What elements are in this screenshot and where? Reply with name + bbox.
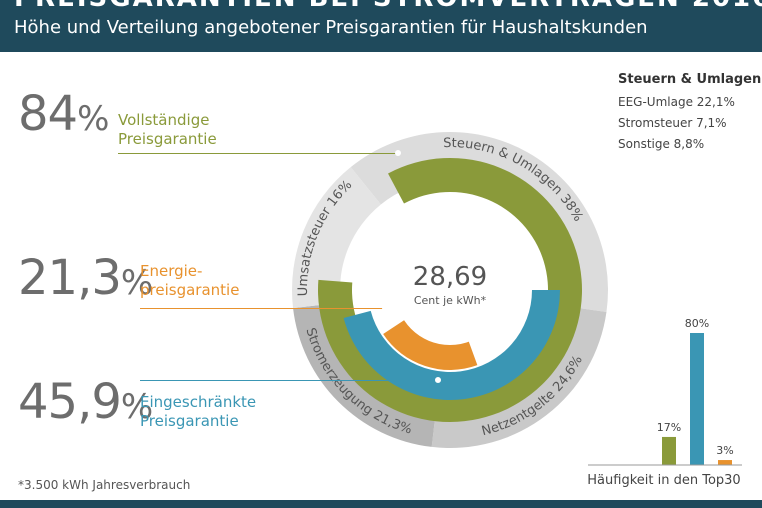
stat-energy-leader-line [140, 308, 385, 309]
donut-center-hub [395, 235, 505, 345]
taxes-title: Steuern & Umlagen [618, 72, 762, 87]
header-banner: PREISGARANTIEN BEI STROMVERTRÄGEN 2016 H… [0, 0, 762, 52]
bar-restricted [690, 333, 704, 465]
donut-rings: 28,69 Cent je kWh* [292, 132, 608, 448]
page-title: PREISGARANTIEN BEI STROMVERTRÄGEN 2016 [14, 0, 762, 13]
stat-restricted-value: 45,9% [18, 374, 153, 430]
top30-bar-chart: 17% 80% 3% Häufigkeit in den Top30 [587, 317, 742, 488]
footer-bar [0, 500, 762, 508]
stat-full-leader-dot [395, 150, 401, 156]
bar-chart-title: Häufigkeit in den Top30 [587, 473, 740, 488]
bar-value-full: 17% [657, 421, 681, 434]
footnote: *3.500 kWh Jahresverbrauch [18, 478, 191, 492]
pie-slice-umsatzsteuer [292, 167, 381, 309]
stat-energy-percent: % [120, 263, 154, 303]
page-subtitle: Höhe und Verteilung angebotener Preisgar… [14, 17, 648, 38]
taxes-item-sonstige: Sonstige 8,8% [618, 137, 705, 151]
bar-energy [718, 460, 732, 465]
center-price-unit: Cent je kWh* [414, 294, 487, 307]
stat-full-value: 84% [18, 86, 109, 142]
stat-energy-value: 21,3% [18, 250, 153, 306]
stat-restricted-number: 45,9 [18, 374, 122, 430]
stat-full-leader-line [118, 153, 398, 154]
stat-energy-label: Energie- preisgarantie [140, 262, 240, 299]
stat-restricted-percent: % [120, 387, 154, 427]
stat-restricted-leader-dot [435, 377, 441, 383]
stat-energy-leader-dot [382, 305, 388, 311]
bar-full [662, 436, 676, 465]
center-price-value: 28,69 [413, 262, 487, 292]
taxes-item-stromsteuer: Stromsteuer 7,1% [618, 116, 727, 130]
stat-restricted-leader-line [140, 380, 438, 381]
stat-restricted-label: Eingeschränkte Preisgarantie [140, 393, 257, 430]
stat-full-percent: % [77, 99, 110, 139]
bar-value-energy: 3% [716, 444, 733, 457]
stat-full-label: Vollständige Preisgarantie [118, 111, 217, 148]
taxes-item-eeg: EEG-Umlage 22,1% [618, 95, 735, 109]
stat-energy-number: 21,3 [18, 250, 122, 306]
stat-full-number: 84 [18, 86, 78, 142]
ring-restricted-guarantee [343, 290, 560, 401]
bar-value-restricted: 80% [685, 317, 709, 330]
